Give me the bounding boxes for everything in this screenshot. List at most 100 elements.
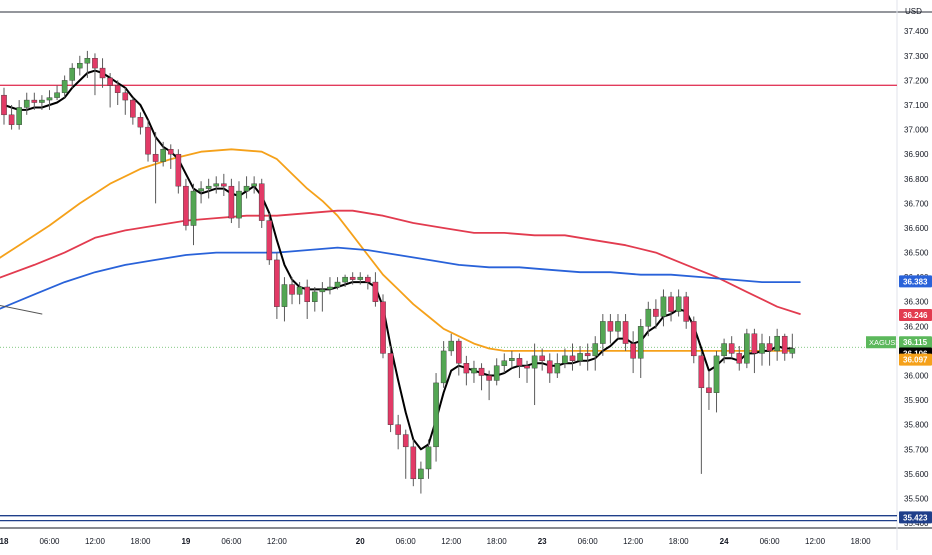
price-tag bbox=[899, 275, 932, 288]
time-tick-label: 18:00 bbox=[851, 537, 872, 546]
price-tick-label: 37.300 bbox=[904, 52, 929, 61]
candle bbox=[622, 314, 629, 351]
candle-body bbox=[433, 382, 439, 448]
candle bbox=[402, 429, 409, 479]
candle bbox=[274, 252, 280, 319]
candle bbox=[281, 277, 288, 322]
candle-body bbox=[774, 335, 780, 352]
candle-body bbox=[554, 363, 561, 374]
candle bbox=[167, 144, 174, 169]
candle bbox=[213, 176, 220, 194]
candle bbox=[456, 338, 462, 376]
candle-body bbox=[99, 67, 106, 79]
candle-body bbox=[190, 190, 197, 226]
candle bbox=[327, 277, 333, 295]
candle-body bbox=[221, 183, 227, 187]
candle bbox=[721, 338, 727, 364]
candle bbox=[69, 63, 76, 88]
candle-body bbox=[493, 365, 500, 381]
candle bbox=[706, 370, 712, 410]
candle-body bbox=[175, 153, 182, 187]
candle-body bbox=[274, 259, 280, 307]
candle-body bbox=[183, 185, 189, 226]
candle bbox=[92, 53, 98, 96]
candle bbox=[342, 274, 348, 287]
time-tick-label: 12:00 bbox=[267, 537, 288, 546]
candle-body bbox=[1, 94, 7, 116]
candle bbox=[311, 286, 318, 312]
price-tick-label: 36.200 bbox=[904, 322, 929, 331]
candle-body bbox=[675, 296, 682, 312]
candle-body bbox=[668, 296, 674, 312]
candle bbox=[16, 100, 22, 130]
candle bbox=[683, 291, 689, 329]
candle bbox=[766, 336, 773, 366]
candle-body bbox=[152, 153, 159, 162]
candle bbox=[23, 92, 30, 115]
candle bbox=[122, 87, 129, 115]
candle bbox=[539, 348, 545, 371]
candle-body bbox=[31, 99, 38, 103]
candle-body bbox=[39, 99, 45, 103]
price-tick-label: 36.600 bbox=[904, 224, 929, 233]
candle bbox=[600, 314, 606, 356]
time-tick-label: 06:00 bbox=[578, 537, 599, 546]
price-tag bbox=[899, 309, 932, 322]
price-tick-label: 35.600 bbox=[904, 470, 929, 479]
candle bbox=[546, 353, 553, 383]
candle-body bbox=[509, 358, 515, 361]
candle-body bbox=[61, 80, 68, 93]
candle-body bbox=[228, 185, 235, 219]
price-tag-text: 36.246 bbox=[903, 311, 928, 320]
candle-body bbox=[766, 343, 773, 352]
time-tick-label: 12:00 bbox=[85, 537, 106, 546]
candle bbox=[205, 178, 212, 199]
candle-body bbox=[698, 355, 705, 389]
candle-body bbox=[615, 321, 621, 332]
candle bbox=[562, 348, 568, 369]
time-tick-label: 12:00 bbox=[805, 537, 826, 546]
candle-body bbox=[456, 340, 462, 364]
candle-body bbox=[311, 291, 318, 302]
candle-body bbox=[660, 296, 667, 317]
candle bbox=[46, 90, 53, 110]
candle-body bbox=[92, 58, 98, 69]
candle bbox=[145, 119, 151, 162]
candle-body bbox=[289, 284, 295, 295]
candle-body bbox=[107, 77, 113, 86]
candle bbox=[258, 178, 265, 228]
candle bbox=[236, 181, 242, 228]
price-tag bbox=[899, 336, 932, 349]
candle bbox=[198, 181, 204, 204]
price-tick-label: 35.500 bbox=[904, 494, 929, 503]
candle bbox=[84, 50, 91, 78]
candle-body bbox=[751, 333, 758, 354]
candle bbox=[509, 350, 515, 369]
candle bbox=[713, 350, 720, 413]
candle bbox=[319, 282, 326, 312]
candle-body bbox=[402, 434, 409, 448]
candle-body bbox=[592, 343, 599, 357]
candle-body bbox=[425, 446, 432, 470]
candle-body bbox=[304, 286, 311, 302]
ma-blue-line bbox=[0, 246, 801, 310]
candle-body bbox=[46, 97, 53, 101]
candle-body bbox=[266, 220, 273, 261]
price-tag-text: 36.097 bbox=[903, 356, 928, 365]
time-tick-label: 06:00 bbox=[39, 537, 60, 546]
candle-body bbox=[744, 333, 750, 364]
candle bbox=[486, 370, 492, 401]
candle bbox=[577, 346, 583, 366]
time-tick-label: 06:00 bbox=[396, 537, 417, 546]
candle bbox=[789, 333, 796, 359]
candle bbox=[395, 414, 401, 450]
candle-body bbox=[198, 188, 204, 192]
candle-body bbox=[759, 343, 765, 354]
candle-body bbox=[683, 296, 689, 322]
candle bbox=[152, 132, 159, 204]
time-tick-label: 12:00 bbox=[623, 537, 644, 546]
candle bbox=[228, 178, 235, 224]
candle bbox=[380, 294, 386, 359]
